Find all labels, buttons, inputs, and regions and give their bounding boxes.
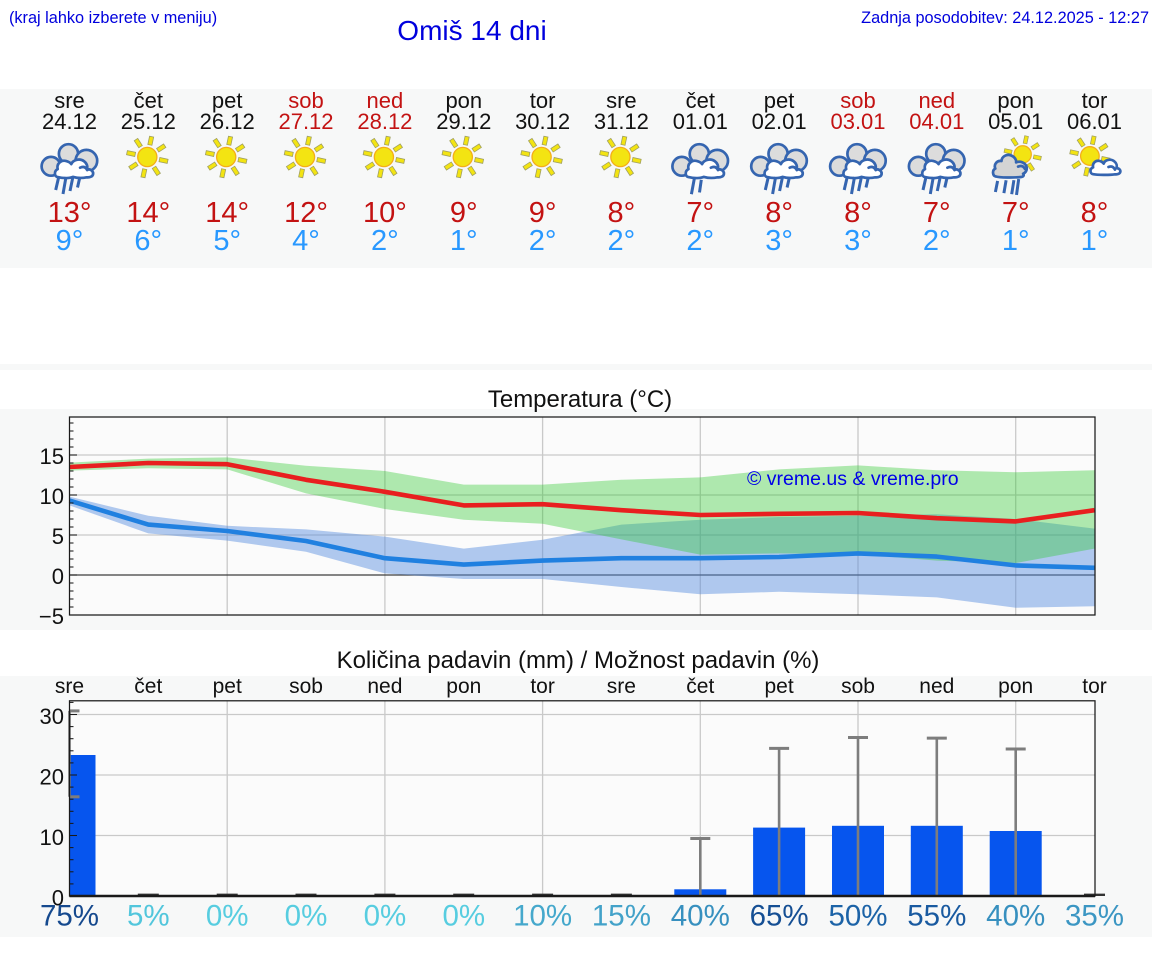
svg-text:pon: pon: [446, 675, 481, 698]
svg-text:sre: sre: [606, 88, 637, 113]
svg-text:(kraj lahko izberete v meniju): (kraj lahko izberete v meniju): [9, 9, 217, 27]
svg-text:5%: 5%: [127, 900, 170, 933]
svg-text:čet: čet: [686, 675, 714, 698]
svg-text:12°: 12°: [284, 197, 328, 229]
svg-text:14°: 14°: [205, 197, 249, 229]
svg-text:7°: 7°: [686, 197, 714, 229]
svg-text:2°: 2°: [529, 225, 557, 257]
svg-text:ned: ned: [367, 675, 402, 698]
svg-text:10: 10: [40, 484, 64, 509]
svg-text:čet: čet: [134, 88, 163, 113]
svg-text:10%: 10%: [513, 900, 572, 933]
svg-text:tor: tor: [1082, 675, 1107, 698]
svg-text:ned: ned: [919, 675, 954, 698]
svg-text:10: 10: [40, 825, 64, 850]
svg-text:20: 20: [40, 764, 64, 789]
svg-text:0%: 0%: [442, 900, 485, 933]
svg-text:01.01: 01.01: [673, 109, 728, 134]
svg-text:8°: 8°: [608, 197, 636, 229]
svg-text:15%: 15%: [592, 900, 651, 933]
svg-text:tor: tor: [530, 675, 555, 698]
svg-text:Količina padavin (mm) / Možnos: Količina padavin (mm) / Možnost padavin …: [337, 647, 820, 674]
svg-text:04.01: 04.01: [909, 109, 964, 134]
svg-text:Omiš 14 dni: Omiš 14 dni: [397, 15, 546, 46]
svg-text:2°: 2°: [923, 225, 951, 257]
svg-text:0%: 0%: [206, 900, 249, 933]
svg-text:ned: ned: [918, 88, 955, 113]
svg-text:pet: pet: [764, 675, 793, 698]
svg-text:pon: pon: [445, 88, 482, 113]
svg-text:29.12: 29.12: [436, 109, 491, 134]
svg-text:31.12: 31.12: [594, 109, 649, 134]
svg-text:65%: 65%: [750, 900, 809, 933]
svg-text:02.01: 02.01: [752, 109, 807, 134]
svg-text:čet: čet: [134, 675, 162, 698]
svg-text:40%: 40%: [986, 900, 1045, 933]
svg-text:06.01: 06.01: [1067, 109, 1122, 134]
svg-text:8°: 8°: [765, 197, 793, 229]
svg-text:1°: 1°: [1002, 225, 1030, 257]
svg-text:28.12: 28.12: [357, 109, 412, 134]
svg-text:0%: 0%: [364, 900, 407, 933]
svg-text:pet: pet: [212, 88, 243, 113]
svg-text:3°: 3°: [765, 225, 793, 257]
svg-text:sob: sob: [289, 675, 323, 698]
svg-text:55%: 55%: [907, 900, 966, 933]
svg-text:4°: 4°: [292, 225, 320, 257]
svg-text:Temperatura (°C): Temperatura (°C): [488, 386, 672, 413]
svg-text:© vreme.us & vreme.pro: © vreme.us & vreme.pro: [747, 468, 959, 490]
svg-text:sre: sre: [607, 675, 636, 698]
svg-text:2°: 2°: [686, 225, 714, 257]
svg-text:14°: 14°: [126, 197, 170, 229]
svg-text:8°: 8°: [1081, 197, 1109, 229]
svg-text:26.12: 26.12: [200, 109, 255, 134]
svg-text:pon: pon: [998, 675, 1033, 698]
svg-text:čet: čet: [686, 88, 715, 113]
svg-text:30: 30: [40, 704, 64, 729]
svg-text:sob: sob: [288, 88, 323, 113]
svg-text:15: 15: [40, 444, 64, 469]
svg-text:8°: 8°: [844, 197, 872, 229]
svg-text:50%: 50%: [828, 900, 887, 933]
svg-text:13°: 13°: [48, 197, 92, 229]
svg-text:9°: 9°: [529, 197, 557, 229]
svg-text:tor: tor: [1082, 88, 1108, 113]
svg-text:pet: pet: [213, 675, 242, 698]
svg-text:6°: 6°: [134, 225, 162, 257]
svg-text:0: 0: [52, 885, 64, 910]
svg-text:5°: 5°: [213, 225, 241, 257]
svg-text:30.12: 30.12: [515, 109, 570, 134]
svg-text:pet: pet: [764, 88, 795, 113]
svg-text:Zadnja posodobitev: 24.12.2025: Zadnja posodobitev: 24.12.2025 - 12:27: [861, 9, 1149, 27]
svg-text:5: 5: [52, 524, 64, 549]
svg-text:sre: sre: [55, 675, 84, 698]
svg-text:10°: 10°: [363, 197, 407, 229]
svg-text:1°: 1°: [450, 225, 478, 257]
svg-text:sob: sob: [841, 675, 875, 698]
svg-text:24.12: 24.12: [42, 109, 97, 134]
svg-text:25.12: 25.12: [121, 109, 176, 134]
svg-text:9°: 9°: [56, 225, 84, 257]
svg-text:0%: 0%: [285, 900, 328, 933]
svg-text:ned: ned: [367, 88, 404, 113]
svg-text:03.01: 03.01: [830, 109, 885, 134]
svg-text:sob: sob: [840, 88, 875, 113]
svg-text:27.12: 27.12: [278, 109, 333, 134]
svg-text:tor: tor: [530, 88, 556, 113]
svg-text:3°: 3°: [844, 225, 872, 257]
svg-text:35%: 35%: [1065, 900, 1124, 933]
svg-text:0: 0: [52, 564, 64, 589]
svg-text:40%: 40%: [671, 900, 730, 933]
svg-text:7°: 7°: [923, 197, 951, 229]
svg-text:7°: 7°: [1002, 197, 1030, 229]
svg-text:9°: 9°: [450, 197, 478, 229]
svg-text:05.01: 05.01: [988, 109, 1043, 134]
svg-text:2°: 2°: [608, 225, 636, 257]
svg-text:sre: sre: [54, 88, 85, 113]
svg-text:2°: 2°: [371, 225, 399, 257]
svg-text:75%: 75%: [40, 900, 99, 933]
svg-text:pon: pon: [997, 88, 1034, 113]
svg-text:−5: −5: [39, 604, 64, 629]
svg-text:1°: 1°: [1081, 225, 1109, 257]
